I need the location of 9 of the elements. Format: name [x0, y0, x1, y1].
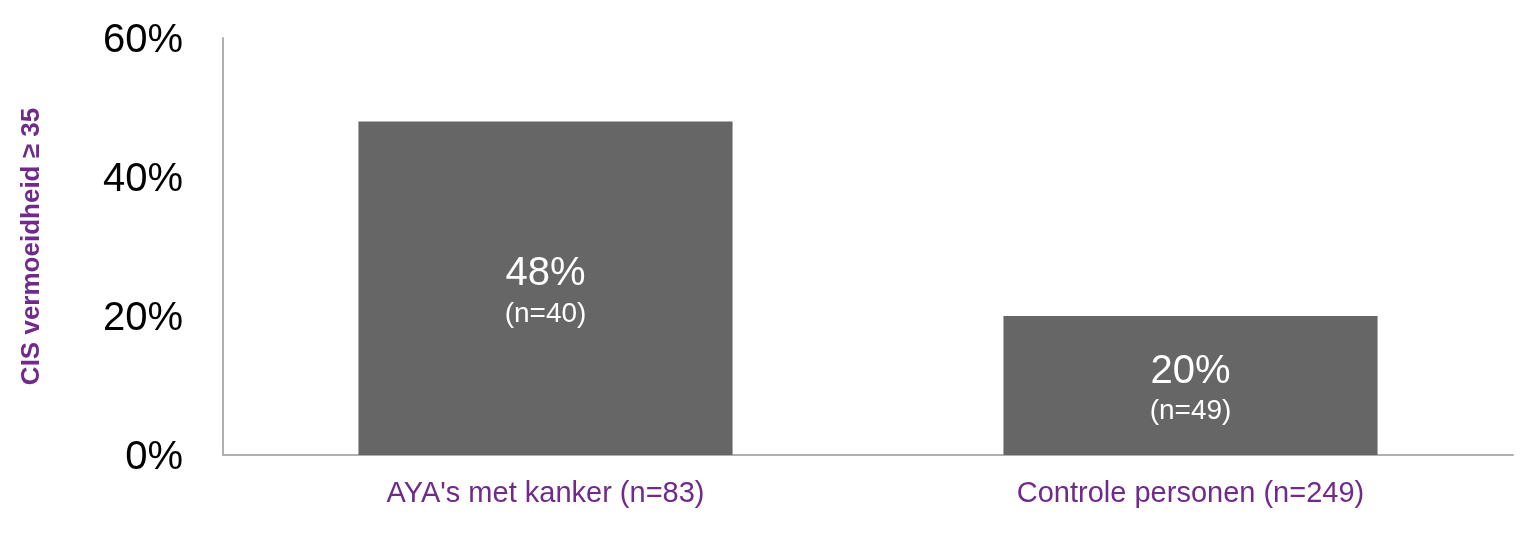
- y-axis-title: CIS vermoeidheid ≥ 35: [15, 107, 45, 386]
- data-label: 20% (n=49): [1149, 346, 1232, 425]
- x-tick-label: AYA's met kanker (n=83): [386, 475, 705, 508]
- y-tick-label: 40%: [102, 155, 183, 199]
- y-tick-label: 60%: [102, 16, 183, 60]
- y-tick-label: 20%: [102, 294, 183, 338]
- x-tick-label: Controle personen (n=249): [1016, 475, 1365, 508]
- data-label: 48% (n=40): [504, 249, 587, 328]
- y-tick-label: 0%: [125, 433, 183, 477]
